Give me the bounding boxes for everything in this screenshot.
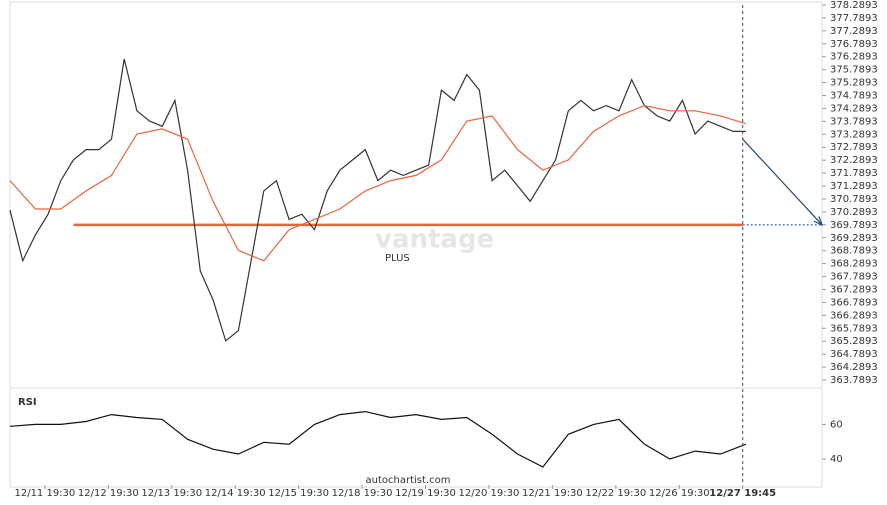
- y-tick-label: 367.7893: [830, 272, 878, 283]
- y-tick-label: 373.2893: [830, 129, 878, 140]
- y-tick-label: 371.2893: [830, 181, 878, 192]
- y-tick-label: 378.2893: [830, 0, 878, 11]
- y-tick-label: 368.7893: [830, 246, 878, 257]
- watermark-sub: PLUS: [385, 253, 410, 264]
- panel-title: RSI: [18, 397, 37, 408]
- y-tick-label: 364.7893: [830, 349, 878, 360]
- y-tick-label: 376.2893: [830, 52, 878, 63]
- y-tick-label: 368.2893: [830, 259, 878, 270]
- x-tick-label: 12/22 19:30: [585, 488, 646, 499]
- x-tick-label: 12/14 19:30: [205, 488, 266, 499]
- series-line: [9, 410, 747, 468]
- x-tick-label: 12/20 19:30: [459, 488, 520, 499]
- y-tick-label: 366.2893: [830, 310, 878, 321]
- x-tick-label: 12/11 19:30: [14, 488, 75, 499]
- series-line: [9, 58, 746, 342]
- y-tick-label: 370.7893: [830, 194, 878, 205]
- y-tick-label: 369.7893: [830, 220, 878, 231]
- x-tick-label: 12/27 19:45: [709, 488, 776, 499]
- forecast-arrow: [742, 138, 823, 226]
- y-tick-label: 377.7893: [830, 13, 878, 24]
- y-tick-label: 363.7893: [830, 375, 878, 386]
- y-tick-label: 371.7893: [830, 168, 878, 179]
- y-tick-label: 364.2893: [830, 362, 878, 373]
- watermark: vantage: [375, 225, 494, 255]
- y-tick-label: 40: [830, 454, 843, 465]
- x-tick-label: 12/13 19:30: [141, 488, 202, 499]
- x-tick-label: 12/26 19:30: [649, 488, 710, 499]
- y-tick-label: 366.7893: [830, 297, 878, 308]
- arrow-head: [813, 216, 824, 226]
- y-tick-label: 370.2893: [830, 207, 878, 218]
- y-tick-label: 374.2893: [830, 103, 878, 114]
- x-tick-label: 12/15 19:30: [268, 488, 329, 499]
- y-tick-label: 365.2893: [830, 336, 878, 347]
- y-tick-label: 377.2893: [830, 26, 878, 37]
- series-line: [9, 104, 747, 262]
- y-tick-label: 365.7893: [830, 323, 878, 334]
- x-tick-label: 12/21 19:30: [522, 488, 583, 499]
- y-tick-label: 369.2893: [830, 233, 878, 244]
- source: autochartist.com: [366, 475, 451, 486]
- axis-border: [9, 1, 823, 488]
- x-tick-label: 12/12 19:30: [78, 488, 139, 499]
- x-tick-label: 12/19 19:30: [395, 488, 456, 499]
- y-tick-label: 375.7893: [830, 65, 878, 76]
- y-tick-label: 374.7893: [830, 91, 878, 102]
- y-tick-label: 367.2893: [830, 284, 878, 295]
- y-tick-label: 375.2893: [830, 78, 878, 89]
- y-tick-label: 376.7893: [830, 39, 878, 50]
- y-tick-label: 372.2893: [830, 155, 878, 166]
- y-tick-label: 60: [830, 419, 843, 430]
- y-tick-label: 372.7893: [830, 142, 878, 153]
- x-tick-label: 12/18 19:30: [332, 488, 393, 499]
- y-tick-label: 373.7893: [830, 116, 878, 127]
